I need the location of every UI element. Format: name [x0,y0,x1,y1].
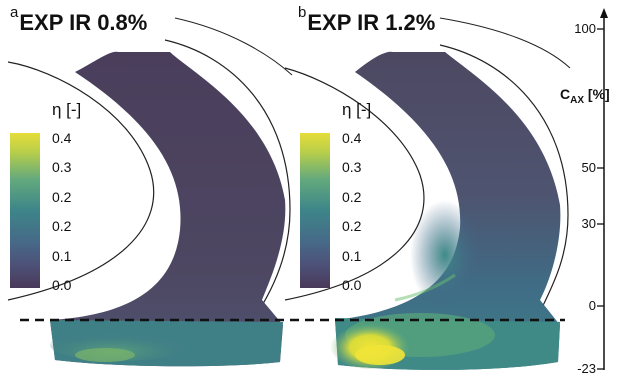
panel-a-cb-tick-4: 0.1 [52,248,72,264]
panel-b-cb-tick-2: 0.2 [342,189,362,205]
panel-a-cb-tick-0: 0.4 [52,130,72,146]
panel-a-title-text: EXP IR 0.8% [19,10,148,35]
cax-label-sub: AX [570,94,585,106]
panel-a-blade-left [7,61,155,301]
panel-a-field [50,51,286,367]
panel-b-letter: b [298,4,307,21]
cax-axis-arrow-icon [600,8,608,18]
panel-b-blade-right [439,44,569,313]
cax-label-unit: [%] [584,86,610,102]
panel-b-cb-tick-3: 0.2 [342,218,362,234]
panel-a-cb-tick-3: 0.2 [52,218,72,234]
panel-b-title-text: EXP IR 1.2% [307,10,436,35]
panel-a-blade-top [174,17,293,76]
panel-a-colorbar [10,133,40,288]
panel-b-cb-tick-1: 0.3 [342,159,362,175]
panel-b-hotspot-2 [355,345,405,365]
panel-a-blade-right [164,39,291,313]
panel-b-blade-top [439,17,571,69]
panel-b-midglow [410,200,480,310]
panel-a-letter: a [10,4,19,21]
cax-axis [597,8,608,370]
cax-ticklabel-neg23: -23 [577,361,596,376]
panel-b-colorbar-title: η [-] [342,100,372,119]
panel-a [7,17,293,367]
cax-ticklabel-100: 100 [574,21,596,36]
panel-b-cb-tick-0: 0.4 [342,130,362,146]
cax-ticklabel-0: 0 [588,298,596,313]
panel-a-cb-tick-2: 0.2 [52,189,72,205]
panel-b-edge [394,273,456,302]
panel-b-colorbar [300,133,330,288]
cax-ticklabel-50: 50 [581,160,596,175]
panel-b [284,17,571,370]
panel-a-colorbar-title: η [-] [52,100,82,119]
panel-a-hotspot-2 [75,348,135,362]
cax-axis-label: CAX [%] [560,86,610,106]
panel-a-title: aEXP IR 0.8% [10,4,148,36]
panel-b-title: bEXP IR 1.2% [298,4,436,36]
panel-b-cb-tick-5: 0.0 [342,277,362,293]
panel-a-cb-tick-1: 0.3 [52,159,72,175]
cax-label-main: C [560,86,571,102]
panel-b-cb-tick-4: 0.1 [342,248,362,264]
panel-b-field [335,51,561,370]
panel-a-cb-tick-5: 0.0 [52,277,72,293]
panel-b-blade-left [284,67,425,301]
cax-ticklabel-30: 30 [581,216,596,231]
